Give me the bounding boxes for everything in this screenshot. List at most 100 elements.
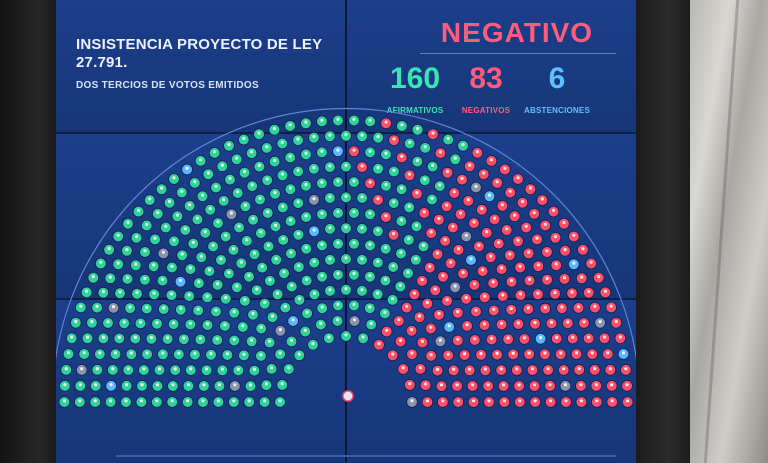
marble-column: [690, 0, 768, 463]
seat-figure: [526, 306, 530, 310]
seat-figure: [328, 133, 332, 137]
seat-figure: [328, 195, 332, 199]
seat-figure: [266, 210, 270, 214]
seat-figure: [392, 200, 396, 204]
seat-figure: [407, 172, 412, 176]
seat-figure: [495, 351, 499, 355]
seat-figure: [391, 297, 395, 301]
seat-figure: [410, 328, 414, 332]
seat-figure: [193, 180, 197, 184]
seat-figure: [400, 123, 404, 127]
seat-figure: [289, 250, 293, 254]
screen-frame-left: [0, 0, 56, 463]
seat-figure: [376, 166, 380, 170]
seat-figure: [260, 264, 264, 268]
seat-figure: [564, 399, 568, 403]
bill-title: INSISTENCIA PROYECTO DE LEY 27.791.: [76, 36, 323, 71]
seat-figure: [546, 367, 550, 371]
seat-figure: [111, 305, 116, 309]
seat-figure: [430, 196, 434, 200]
seat-figure: [242, 136, 246, 140]
seat-figure: [208, 206, 212, 211]
seat-figure: [483, 367, 487, 371]
seat-figure: [185, 166, 189, 170]
affirmative-label: AFIRMATIVOS: [386, 106, 444, 115]
seat-figure: [79, 304, 83, 308]
seat-figure: [186, 399, 190, 403]
seat-figure: [224, 296, 228, 300]
seat-figure: [231, 247, 236, 251]
abstention-label: ABSTENCIONES: [524, 106, 590, 115]
seat-figure: [205, 367, 209, 371]
bottom-rule: [116, 455, 616, 457]
seat-figure: [435, 251, 440, 255]
seat-figure: [236, 367, 240, 371]
seat-figure: [222, 198, 226, 202]
seat-figure: [259, 230, 263, 234]
seat-figure: [197, 280, 201, 284]
seat-figure: [232, 337, 236, 341]
seat-figure: [145, 222, 149, 226]
seat-figure: [401, 366, 405, 370]
seat-figure: [62, 399, 66, 403]
seat-figure: [572, 261, 576, 265]
seat-figure: [344, 133, 348, 137]
seat-figure: [543, 222, 547, 226]
seat-figure: [95, 304, 99, 308]
seat-figure: [188, 266, 192, 270]
seat-figure: [437, 311, 441, 316]
seat-figure: [283, 304, 287, 308]
seat-figure: [82, 351, 86, 355]
seat-figure: [186, 383, 190, 387]
seat-figure: [259, 325, 263, 329]
seat-figure: [391, 264, 395, 268]
seat-figure: [598, 320, 602, 324]
seat-figure: [216, 399, 220, 403]
seat-figure: [368, 273, 372, 278]
seat-figure: [360, 226, 364, 230]
seat-figure: [99, 260, 103, 264]
seat-figure: [577, 367, 581, 371]
seat-figure: [187, 293, 191, 297]
seat-figure: [466, 198, 470, 202]
seat-figure: [155, 383, 160, 387]
seat-figure: [252, 251, 257, 255]
seat-figure: [587, 289, 591, 294]
seat-figure: [251, 311, 255, 316]
seat-figure: [281, 204, 285, 208]
seat-figure: [621, 351, 626, 355]
seat-figure: [278, 399, 282, 403]
seat-figure: [518, 399, 522, 403]
seat-figure: [562, 367, 566, 371]
seat-figure: [368, 211, 372, 215]
divider: [420, 53, 616, 54]
seat-figure: [344, 333, 348, 337]
seat-figure: [431, 163, 435, 167]
seat-figure: [456, 247, 461, 251]
seat-figure: [520, 199, 525, 204]
seat-figure: [593, 367, 597, 371]
seat-figure: [376, 291, 380, 295]
seat-figure: [268, 339, 272, 343]
seat-figure: [485, 230, 489, 234]
seat-figure: [288, 186, 292, 190]
seat-figure: [446, 352, 450, 356]
seat-figure: [304, 120, 308, 124]
seat-figure: [384, 151, 388, 155]
seat-figure: [392, 168, 396, 172]
seat-figure: [420, 339, 424, 343]
seat-figure: [536, 263, 540, 267]
seat-figure: [232, 399, 236, 403]
seat-figure: [188, 203, 192, 207]
seat-figure: [587, 335, 591, 339]
seat-figure: [482, 322, 487, 326]
seat-figure: [289, 218, 293, 222]
seat-figure: [155, 320, 159, 325]
seat-figure: [94, 383, 98, 387]
seat-figure: [518, 292, 523, 296]
seat-figure: [312, 197, 316, 201]
seat-figure: [311, 342, 315, 346]
seat-figure: [368, 305, 372, 309]
seat-figure: [247, 273, 251, 278]
seat-figure: [124, 399, 128, 403]
